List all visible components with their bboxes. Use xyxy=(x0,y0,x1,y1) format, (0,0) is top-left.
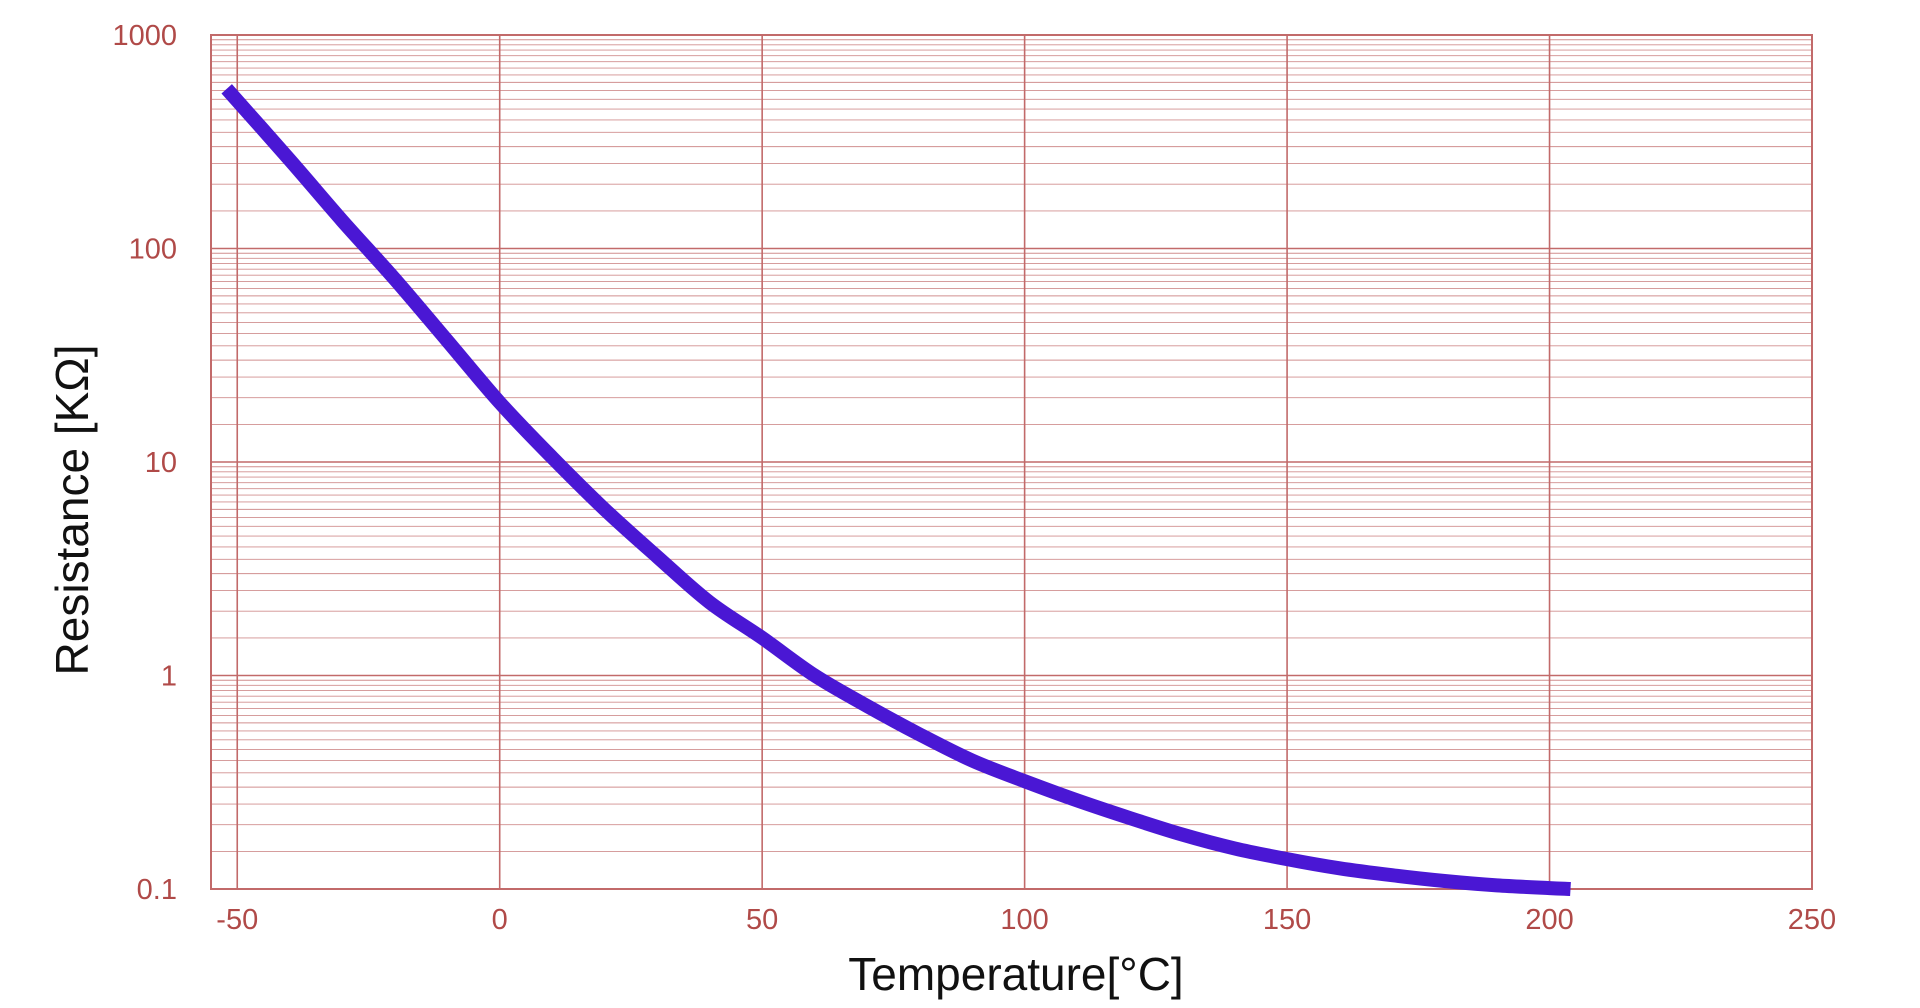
y-tick-label: 10 xyxy=(145,447,177,479)
x-tick-label: 50 xyxy=(746,904,778,936)
x-tick-label: 150 xyxy=(1263,904,1311,936)
x-tick-label: -50 xyxy=(216,904,258,936)
y-tick-label: 1 xyxy=(161,661,177,693)
grid xyxy=(210,34,1813,890)
x-tick-label: 250 xyxy=(1788,904,1836,936)
series-line xyxy=(221,84,1571,896)
x-tick-label: 100 xyxy=(1000,904,1048,936)
y-tick-label: 100 xyxy=(129,234,177,266)
tick-labels: -50 0 50 100 150 200 250 0.1 1 10 100 1000 xyxy=(112,20,1836,936)
x-tick-label: 200 xyxy=(1525,904,1573,936)
series-layer xyxy=(221,84,1571,896)
y-tick-label: 0.1 xyxy=(137,874,177,906)
y-tick-label: 1000 xyxy=(112,20,177,52)
x-axis-title: Temperature[°C] xyxy=(848,948,1183,1000)
plot-frame xyxy=(210,34,1813,890)
y-axis-title: Resistance [KΩ] xyxy=(46,345,98,676)
x-tick-label: 0 xyxy=(492,904,508,936)
